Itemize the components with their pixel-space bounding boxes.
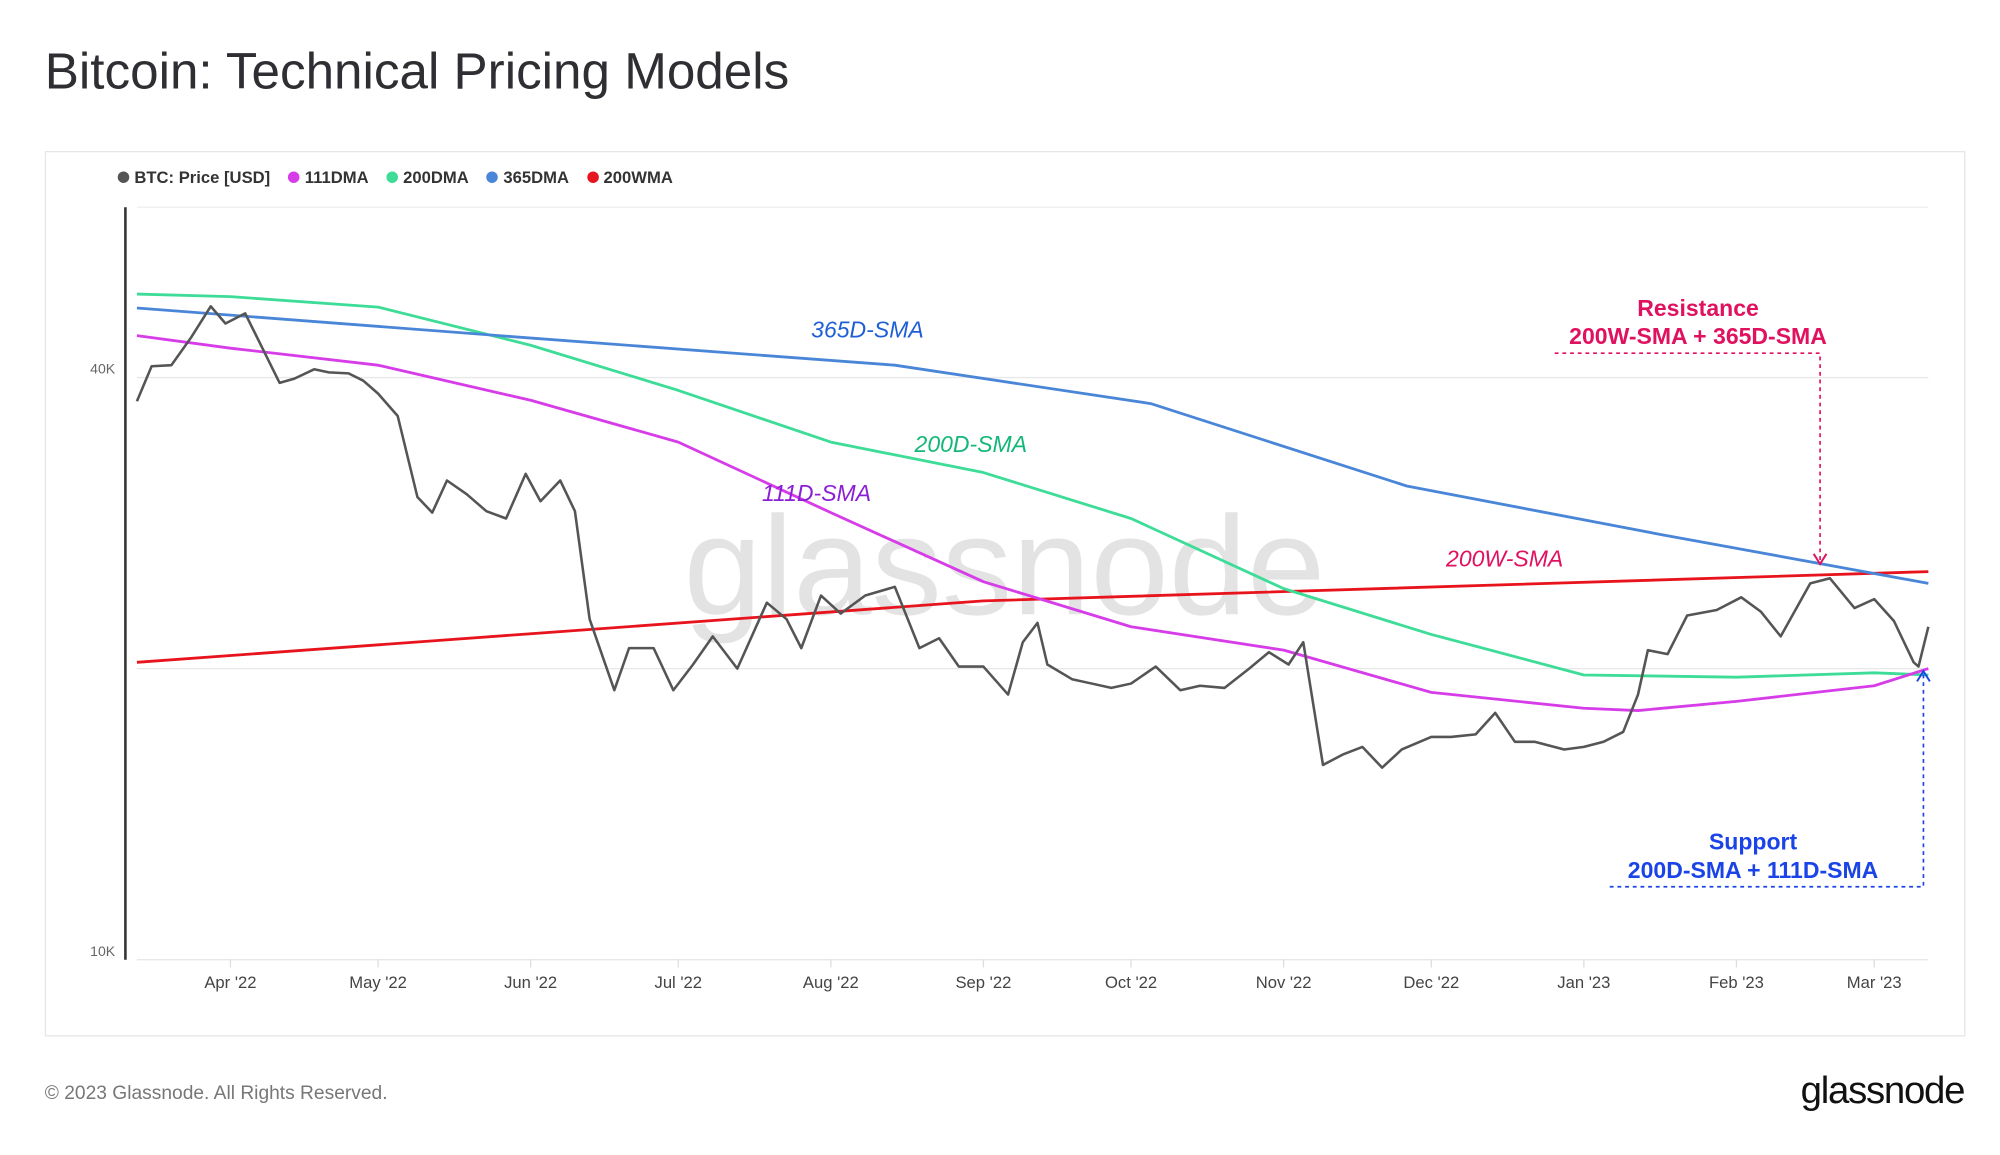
y-tick-label: 10K — [90, 943, 116, 959]
legend-dot-icon — [288, 171, 300, 183]
legend-dot-icon — [386, 171, 399, 183]
support-title: Support — [1709, 829, 1798, 855]
legend: BTC: Price [USD] 111DMA 200DMA 365DMA 200WMA — [117, 167, 673, 187]
legend-item[interactable]: 111DMA — [288, 167, 369, 187]
support-subtitle: 200D-SMA + 111D-SMA — [1628, 857, 1879, 883]
legend-dot-icon — [586, 171, 599, 183]
series-annotation: 200W-SMA — [1445, 546, 1563, 572]
legend-dot-icon — [486, 171, 499, 183]
watermark: glassnode — [684, 487, 1326, 644]
x-tick-label: Sep '22 — [955, 973, 1011, 992]
x-tick-label: Jun '22 — [504, 973, 557, 992]
legend-item[interactable]: 200WMA — [586, 167, 673, 187]
legend-item[interactable]: BTC: Price [USD] — [117, 167, 271, 187]
chart-card — [44, 150, 1966, 1037]
legend-label: 200WMA — [603, 167, 673, 187]
x-tick-label: Dec '22 — [1403, 973, 1459, 992]
glassnode-logo: glassnode — [1800, 1069, 1966, 1112]
series-line-btc-price-usd- — [135, 305, 1930, 769]
resistance-leader-line — [1554, 352, 1821, 562]
x-tick-label: Mar '23 — [1847, 973, 1902, 992]
copyright: © 2023 Glassnode. All Rights Reserved. — [44, 1082, 388, 1105]
series-annotation: 365D-SMA — [811, 317, 924, 343]
x-tick-label: Oct '22 — [1105, 973, 1157, 992]
x-tick-label: May '22 — [349, 973, 407, 992]
series-line-111dma — [136, 334, 1929, 712]
support-leader-line — [1609, 673, 1925, 888]
arrow-down-icon — [1812, 553, 1828, 566]
resistance-title: Resistance — [1637, 295, 1759, 321]
legend-item[interactable]: 365DMA — [486, 167, 569, 187]
series-line-200wma — [136, 570, 1929, 664]
legend-label: 200DMA — [403, 167, 469, 187]
x-tick-label: Jul '22 — [655, 973, 703, 992]
legend-item[interactable]: 200DMA — [386, 167, 469, 187]
series-line-365dma — [136, 306, 1929, 585]
series-annotation: 111D-SMA — [762, 480, 871, 506]
y-tick-label: 40K — [90, 361, 116, 377]
legend-label: 111DMA — [304, 167, 369, 187]
x-tick-label: Jan '23 — [1557, 973, 1610, 992]
legend-label: BTC: Price [USD] — [134, 167, 271, 187]
series-annotation: 200D-SMA — [914, 431, 1028, 457]
legend-dot-icon — [117, 171, 130, 183]
series-line-200dma — [136, 292, 1929, 679]
arrow-up-icon — [1916, 669, 1931, 682]
x-tick-label: Nov '22 — [1256, 973, 1312, 992]
page-title: Bitcoin: Technical Pricing Models — [44, 43, 790, 100]
x-tick-label: Apr '22 — [204, 973, 256, 992]
x-tick-label: Feb '23 — [1709, 973, 1764, 992]
x-tick-label: Aug '22 — [803, 973, 859, 992]
legend-label: 365DMA — [503, 167, 569, 187]
resistance-subtitle: 200W-SMA + 365D-SMA — [1569, 323, 1827, 349]
